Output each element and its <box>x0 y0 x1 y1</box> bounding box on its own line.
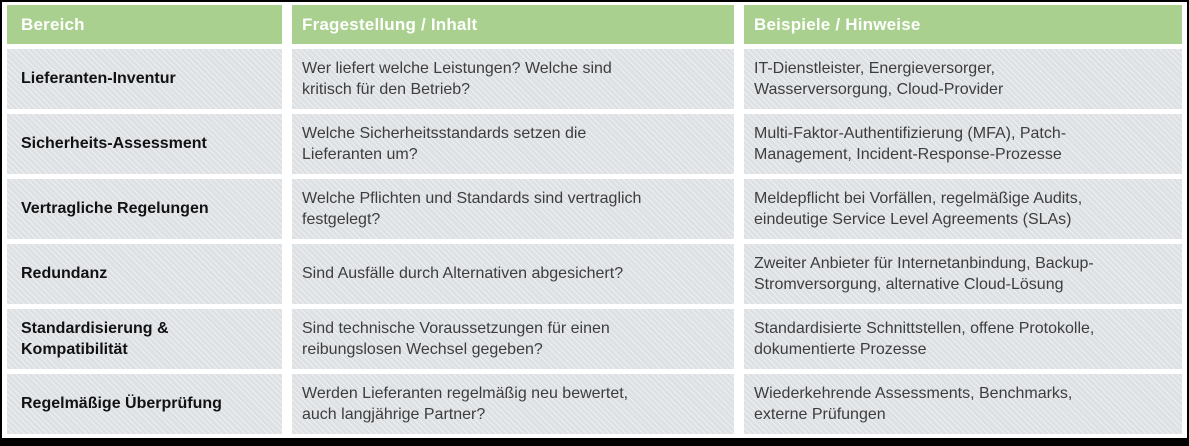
cell-bereich-row3: Vertragliche Regelungen <box>7 179 282 239</box>
column-header-fragestellung: Fragestellung / Inhalt <box>292 5 734 44</box>
cell-frage-row4: Sind Ausfälle durch Alternativen abgesic… <box>292 244 734 304</box>
cell-beispiele-row2: Multi-Faktor-Authentifizierung (MFA), Pa… <box>744 114 1182 174</box>
cell-bereich-row4: Redundanz <box>7 244 282 304</box>
cell-frage-row3: Welche Pflichten und Standards sind vert… <box>292 179 734 239</box>
cell-bereich-row6: Regelmäßige Überprüfung <box>7 374 282 434</box>
cell-frage-row2: Welche Sicherheitsstandards setzen die L… <box>292 114 734 174</box>
cell-frage-row6: Werden Lieferanten regelmäßig neu bewert… <box>292 374 734 434</box>
cell-frage-row5: Sind technische Voraussetzungen für eine… <box>292 309 734 369</box>
cell-frage-row1: Wer liefert welche Leistungen? Welche si… <box>292 49 734 109</box>
column-header-beispiele: Beispiele / Hinweise <box>744 5 1182 44</box>
column-header-bereich: Bereich <box>7 5 282 44</box>
cell-beispiele-row3: Meldepflicht bei Vorfällen, regelmäßige … <box>744 179 1182 239</box>
cell-beispiele-row6: Wiederkehrende Assessments, Benchmarks, … <box>744 374 1182 434</box>
cell-beispiele-row1: IT-Dienstleister, Energieversorger, Wass… <box>744 49 1182 109</box>
cell-bereich-row1: Lieferanten-Inventur <box>7 49 282 109</box>
cell-beispiele-row4: Zweiter Anbieter für Internetanbindung, … <box>744 244 1182 304</box>
cell-bereich-row2: Sicherheits-Assessment <box>7 114 282 174</box>
cell-bereich-row5: Standardisierung & Kompatibilität <box>7 309 282 369</box>
cell-beispiele-row5: Standardisierte Schnittstellen, offene P… <box>744 309 1182 369</box>
